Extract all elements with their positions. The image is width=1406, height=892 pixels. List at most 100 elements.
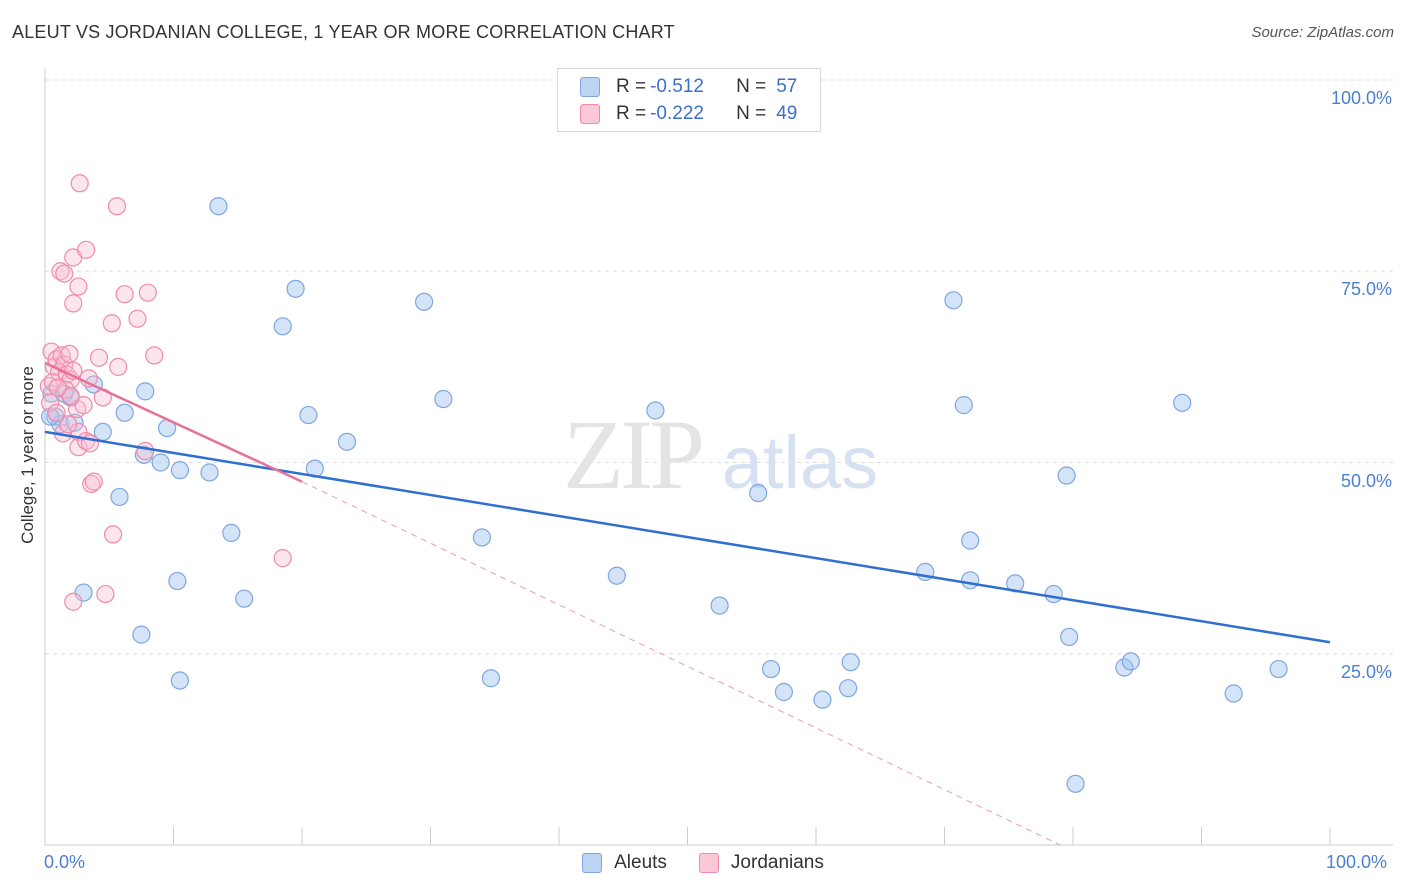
jordan-points	[39, 174, 292, 611]
aleut-point	[1121, 652, 1140, 671]
aleut-point	[110, 487, 129, 507]
aleut-point	[273, 317, 292, 336]
watermark-zip: ZIP	[563, 399, 701, 510]
jordan-point	[61, 386, 80, 406]
jordan-point	[55, 264, 74, 283]
aleut-point	[607, 566, 626, 585]
aleut-point	[132, 625, 151, 644]
jordan-point	[96, 584, 115, 604]
jordan-point	[102, 314, 121, 333]
jordan-point	[59, 415, 78, 434]
grid-lines	[45, 79, 1393, 655]
jordan-point	[107, 197, 127, 216]
jordan-point	[138, 283, 157, 302]
legend-item-jordanians: Jordanians	[698, 852, 824, 874]
y-axis-label: College, 1 year or more	[18, 366, 37, 544]
axes	[44, 68, 1393, 846]
aleut-point	[235, 589, 254, 608]
aleut-point	[749, 484, 768, 503]
jordan-point	[60, 344, 79, 363]
aleut-point	[170, 461, 190, 480]
jordan-point	[273, 549, 292, 568]
jordan-trend-line	[44, 361, 303, 483]
jordan-point	[70, 174, 89, 193]
jordan-point	[84, 472, 103, 491]
stats-legend: R = -0.512 N = 57 R = -0.222 N = 49	[557, 68, 821, 132]
aleut-trend-line	[44, 430, 1331, 644]
aleut-point	[1269, 659, 1288, 679]
aleut-point	[1060, 627, 1079, 647]
aleut-point	[136, 382, 155, 401]
aleut-point	[481, 669, 500, 688]
aleut-point	[1224, 684, 1243, 703]
legend-row-aleuts: R = -0.512 N = 57	[580, 74, 797, 100]
aleut-point	[761, 659, 781, 679]
y-tick-label: 50.0%	[1340, 470, 1392, 491]
aleut-point	[151, 453, 170, 472]
jordan-point	[48, 378, 67, 397]
watermark: ZIP atlas	[563, 399, 878, 510]
jordan-point	[128, 309, 147, 328]
trend-lines	[44, 361, 1331, 846]
jordan-point	[109, 357, 128, 376]
aleut-point	[222, 523, 241, 542]
r-label: R =	[616, 103, 647, 124]
aleut-point	[774, 682, 793, 702]
aleut-point	[646, 401, 665, 420]
aleut-point	[841, 653, 860, 672]
aleut-point	[1057, 466, 1076, 485]
jordan-point	[64, 592, 83, 611]
jordan-point	[77, 240, 96, 259]
aleut-point	[710, 596, 729, 615]
jordan-point	[136, 441, 155, 461]
jordan-point	[145, 346, 164, 365]
legend-row-jordanians: R = -0.222 N = 49	[580, 101, 797, 127]
x-tick-max: 100.0%	[1326, 852, 1388, 872]
n-label: N =	[736, 76, 767, 97]
jordan-point	[115, 285, 134, 304]
aleut-points	[41, 197, 1288, 793]
y-tick-label: 25.0%	[1340, 661, 1392, 682]
aleut-swatch	[580, 77, 600, 97]
aleut-point	[472, 528, 491, 547]
aleut-point	[1173, 393, 1192, 412]
jordan-swatch	[580, 104, 600, 124]
r-value: -0.222	[650, 103, 704, 124]
aleut-point	[961, 571, 980, 590]
n-label: N =	[736, 103, 767, 124]
aleut-point	[286, 279, 305, 298]
aleut-point	[839, 679, 858, 698]
source-label: Source: ZipAtlas.com	[1251, 24, 1394, 41]
aleut-point	[200, 463, 219, 482]
aleut-point	[115, 403, 134, 422]
legend-item-aleuts: Aleuts	[582, 852, 667, 874]
jordan-point	[82, 474, 101, 494]
aleut-point	[168, 571, 187, 591]
legend-label-aleuts: Aleuts	[614, 852, 667, 873]
jordan-point	[43, 373, 62, 392]
aleut-point	[954, 396, 973, 415]
watermark-atlas: atlas	[722, 421, 878, 504]
aleut-point	[813, 690, 832, 709]
jordan-point	[104, 525, 123, 544]
n-value: 49	[776, 103, 798, 124]
aleut-point	[1044, 584, 1063, 604]
y-tick-label: 100.0%	[1330, 88, 1392, 108]
aleut-point	[65, 413, 84, 432]
series-legend: Aleuts Jordanians	[0, 852, 1406, 874]
chart-title: ALEUT VS JORDANIAN COLLEGE, 1 YEAR OR MO…	[12, 22, 675, 42]
jordan-point	[89, 348, 109, 367]
aleut-point	[337, 432, 357, 451]
jordan-trend-extension	[301, 481, 1061, 846]
aleut-point	[1066, 774, 1085, 793]
aleut-point	[170, 671, 190, 690]
jordan-point	[64, 294, 83, 313]
n-value: 57	[776, 76, 798, 97]
aleut-swatch	[582, 853, 603, 873]
jordan-point	[41, 393, 60, 412]
jordan-point	[47, 403, 66, 422]
legend-label-jordanians: Jordanians	[730, 852, 824, 873]
aleut-point	[74, 583, 93, 602]
jordan-swatch	[698, 853, 719, 873]
